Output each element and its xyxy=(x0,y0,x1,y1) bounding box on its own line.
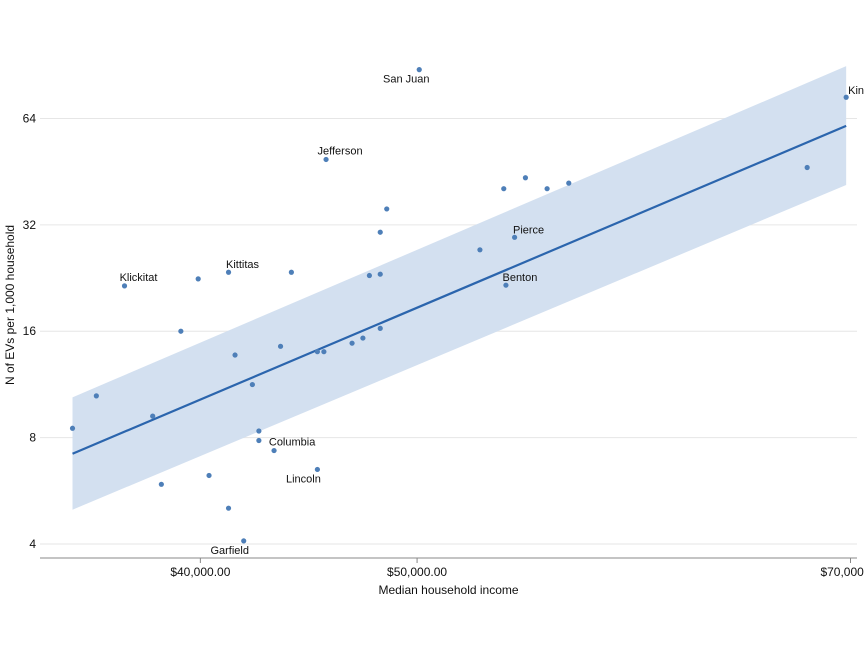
point-label: San Juan xyxy=(383,74,429,86)
data-point xyxy=(566,180,572,186)
y-tick-label: 32 xyxy=(23,218,37,232)
data-point xyxy=(522,175,529,181)
data-point xyxy=(511,234,518,240)
data-point xyxy=(178,328,184,334)
data-point xyxy=(314,466,320,473)
data-point xyxy=(249,381,255,388)
data-point xyxy=(349,340,355,346)
data-point xyxy=(321,349,327,355)
data-point xyxy=(416,67,422,73)
data-point xyxy=(544,186,550,192)
data-point xyxy=(195,276,201,282)
data-points xyxy=(69,67,849,544)
point-labels: San Juan King Jefferson Klickitat Kittitas Be… xyxy=(120,74,864,557)
data-point xyxy=(360,335,366,341)
point-label: Pierce xyxy=(513,224,544,236)
data-point xyxy=(804,164,810,171)
data-point xyxy=(225,269,232,275)
data-point xyxy=(477,247,483,253)
data-point xyxy=(121,283,128,289)
x-tick-label: $40,000.00 xyxy=(170,565,230,579)
data-point xyxy=(314,349,320,355)
data-point xyxy=(158,481,164,487)
data-point xyxy=(277,343,284,349)
y-axis-ticks: 4 8 16 32 64 xyxy=(23,111,37,550)
data-point xyxy=(150,413,156,419)
confidence-band xyxy=(72,66,847,510)
data-point xyxy=(384,206,390,212)
data-point xyxy=(232,352,238,358)
x-tick-label: $50,000.00 xyxy=(387,565,447,579)
data-point xyxy=(288,269,294,275)
x-axis-ticks: $40,000.00 $50,000.00 $70,000.00 xyxy=(170,558,864,579)
point-label: Klickitat xyxy=(120,272,158,284)
data-point xyxy=(377,325,383,331)
data-point xyxy=(69,425,76,431)
data-point xyxy=(271,447,277,454)
data-point xyxy=(93,393,99,399)
point-label: Jefferson xyxy=(318,145,363,157)
x-tick-label: $70,000.00 xyxy=(820,565,864,579)
data-point xyxy=(225,505,232,511)
data-point xyxy=(377,229,383,235)
y-tick-label: 8 xyxy=(29,431,36,445)
data-point xyxy=(256,437,262,444)
y-tick-label: 16 xyxy=(23,324,37,338)
data-point xyxy=(366,272,373,279)
y-tick-label: 64 xyxy=(23,111,37,125)
point-label: Benton xyxy=(502,272,537,284)
point-label: Columbia xyxy=(269,436,316,448)
y-tick-label: 4 xyxy=(29,537,36,551)
y-axis-title: N of EVs per 1,000 household xyxy=(3,225,17,385)
data-point xyxy=(241,538,247,544)
point-label: Lincoln xyxy=(286,473,321,485)
data-point xyxy=(206,472,212,479)
data-point xyxy=(323,156,329,163)
x-axis-title: Median household income xyxy=(378,583,518,597)
data-point xyxy=(843,94,849,100)
data-point xyxy=(501,186,507,192)
data-point xyxy=(377,271,383,277)
point-label: Garfield xyxy=(210,545,249,557)
point-label: Kittitas xyxy=(226,259,260,271)
point-label: King xyxy=(848,85,864,97)
trend-line xyxy=(72,124,847,455)
data-point xyxy=(503,282,509,288)
data-point xyxy=(256,428,262,434)
